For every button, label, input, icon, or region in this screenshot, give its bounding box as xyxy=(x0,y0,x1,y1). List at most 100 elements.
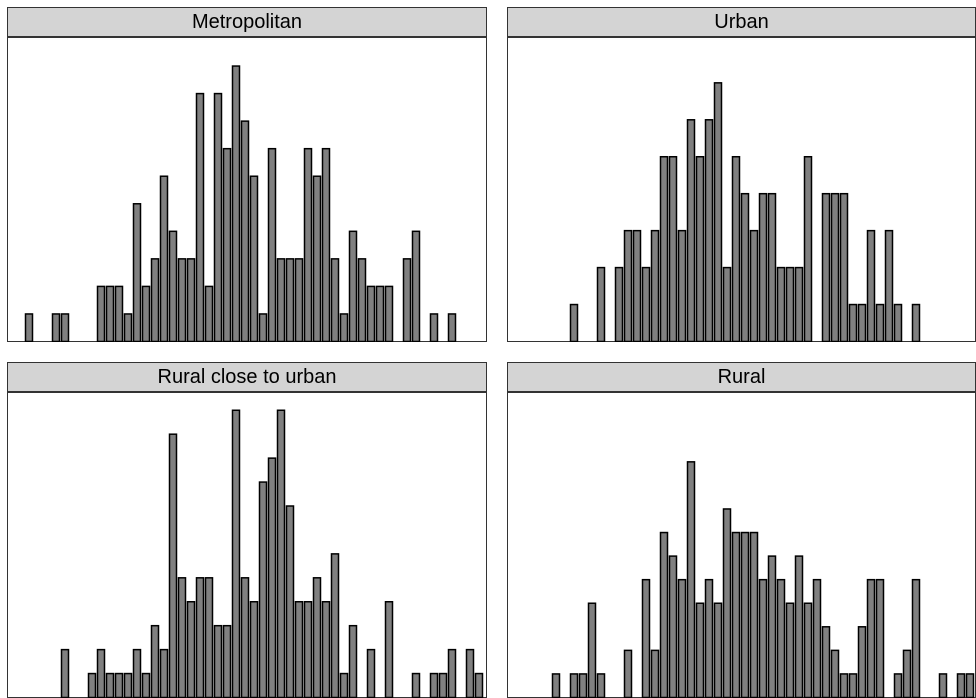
histogram-bar xyxy=(679,231,686,342)
histogram-bar xyxy=(116,674,123,698)
histogram-bar xyxy=(715,603,722,697)
histogram-bar xyxy=(125,314,132,342)
histogram-bar xyxy=(616,268,623,342)
histogram-bar xyxy=(413,231,420,341)
histogram-bar xyxy=(107,286,114,341)
panel-metropolitan: Metropolitan xyxy=(7,7,487,342)
histogram-bar xyxy=(116,286,123,341)
histogram-bar xyxy=(152,259,159,342)
histogram-bar xyxy=(868,231,875,342)
histogram-bar xyxy=(278,410,285,697)
histogram-bar xyxy=(233,66,240,341)
histogram-bar xyxy=(260,314,267,342)
histogram-bar xyxy=(197,578,204,698)
histogram-bar xyxy=(661,533,668,698)
histogram-bar xyxy=(386,286,393,341)
histogram-bar xyxy=(877,580,884,698)
histogram-bar xyxy=(967,674,974,698)
histogram-bar xyxy=(467,650,474,698)
histogram-bar xyxy=(787,268,794,342)
histogram-bar xyxy=(134,204,141,342)
histogram-bar xyxy=(278,259,285,342)
histogram-bar xyxy=(341,314,348,342)
panel-rural: Rural xyxy=(507,362,976,698)
histogram-bar xyxy=(796,556,803,697)
histogram-bar xyxy=(805,603,812,697)
histogram-bar xyxy=(476,674,483,698)
histogram-bar xyxy=(377,286,384,341)
histogram-bar xyxy=(269,458,276,697)
histogram-bar xyxy=(125,674,132,698)
histogram-bar xyxy=(724,268,731,342)
histogram-bar xyxy=(305,602,312,698)
histogram-bar xyxy=(706,120,713,342)
histogram-bar xyxy=(107,674,114,698)
histogram-bar xyxy=(751,533,758,698)
histogram-bar xyxy=(314,578,321,698)
histogram-bar xyxy=(625,650,632,697)
histogram-bar xyxy=(724,509,731,698)
panel-urban: Urban xyxy=(507,7,976,342)
histogram-bar xyxy=(449,650,456,698)
histogram-bar xyxy=(742,533,749,698)
histogram-bar xyxy=(643,268,650,342)
histogram-bar xyxy=(769,194,776,342)
histogram-bar xyxy=(242,121,249,341)
histogram-bar xyxy=(332,554,339,698)
histogram-bar xyxy=(98,286,105,341)
histogram-bar xyxy=(404,259,411,342)
histogram-bar xyxy=(598,268,605,342)
histogram-bar xyxy=(697,603,704,697)
histogram-bar xyxy=(733,157,740,342)
histogram-bar xyxy=(359,259,366,342)
histogram-bar xyxy=(958,674,965,698)
histogram-bar xyxy=(859,305,866,342)
histogram-bar xyxy=(850,674,857,698)
histogram-bar xyxy=(571,674,578,698)
histogram-bar xyxy=(742,194,749,342)
histogram-bar xyxy=(431,674,438,698)
histogram-bar xyxy=(814,580,821,698)
plot-area xyxy=(507,37,976,342)
histogram-bar xyxy=(386,602,393,698)
histogram-bar xyxy=(706,580,713,698)
facet-strip-label: Rural xyxy=(507,362,976,392)
histogram-bar xyxy=(571,305,578,342)
histogram-bar xyxy=(350,231,357,341)
histogram-bar xyxy=(188,602,195,698)
histogram-bar xyxy=(368,286,375,341)
histogram-bar xyxy=(152,626,159,698)
histogram-bar xyxy=(251,602,258,698)
histogram-bar xyxy=(170,231,177,341)
plot-area xyxy=(7,37,487,342)
histogram-bar xyxy=(215,626,222,698)
histogram-bar xyxy=(323,149,330,342)
histogram-bar xyxy=(143,286,150,341)
histogram-bar xyxy=(287,259,294,342)
histogram-bar xyxy=(242,578,249,698)
histogram-bar xyxy=(832,650,839,697)
histogram-bar xyxy=(287,506,294,697)
histogram-bar xyxy=(440,674,447,698)
histogram-bar xyxy=(895,305,902,342)
histogram-bar xyxy=(805,157,812,342)
histogram-bar xyxy=(733,533,740,698)
histogram-bar xyxy=(940,674,947,698)
histogram-bar xyxy=(715,83,722,342)
histogram-bar xyxy=(553,674,560,698)
histogram-bar xyxy=(868,580,875,698)
histogram-bar xyxy=(143,674,150,698)
histogram-bar xyxy=(580,674,587,698)
histogram-bar xyxy=(134,650,141,698)
panel-rural-close-to-urban: Rural close to urban xyxy=(7,362,487,698)
histogram-bar xyxy=(368,650,375,698)
histogram-bars xyxy=(7,37,487,342)
facet-strip-label: Urban xyxy=(507,7,976,37)
histogram-bar xyxy=(688,462,695,698)
histogram-bar xyxy=(661,157,668,342)
histogram-bar xyxy=(89,674,96,698)
histogram-bar xyxy=(98,650,105,698)
histogram-bar xyxy=(670,157,677,342)
histogram-bar xyxy=(197,94,204,342)
histogram-bar xyxy=(224,149,231,342)
